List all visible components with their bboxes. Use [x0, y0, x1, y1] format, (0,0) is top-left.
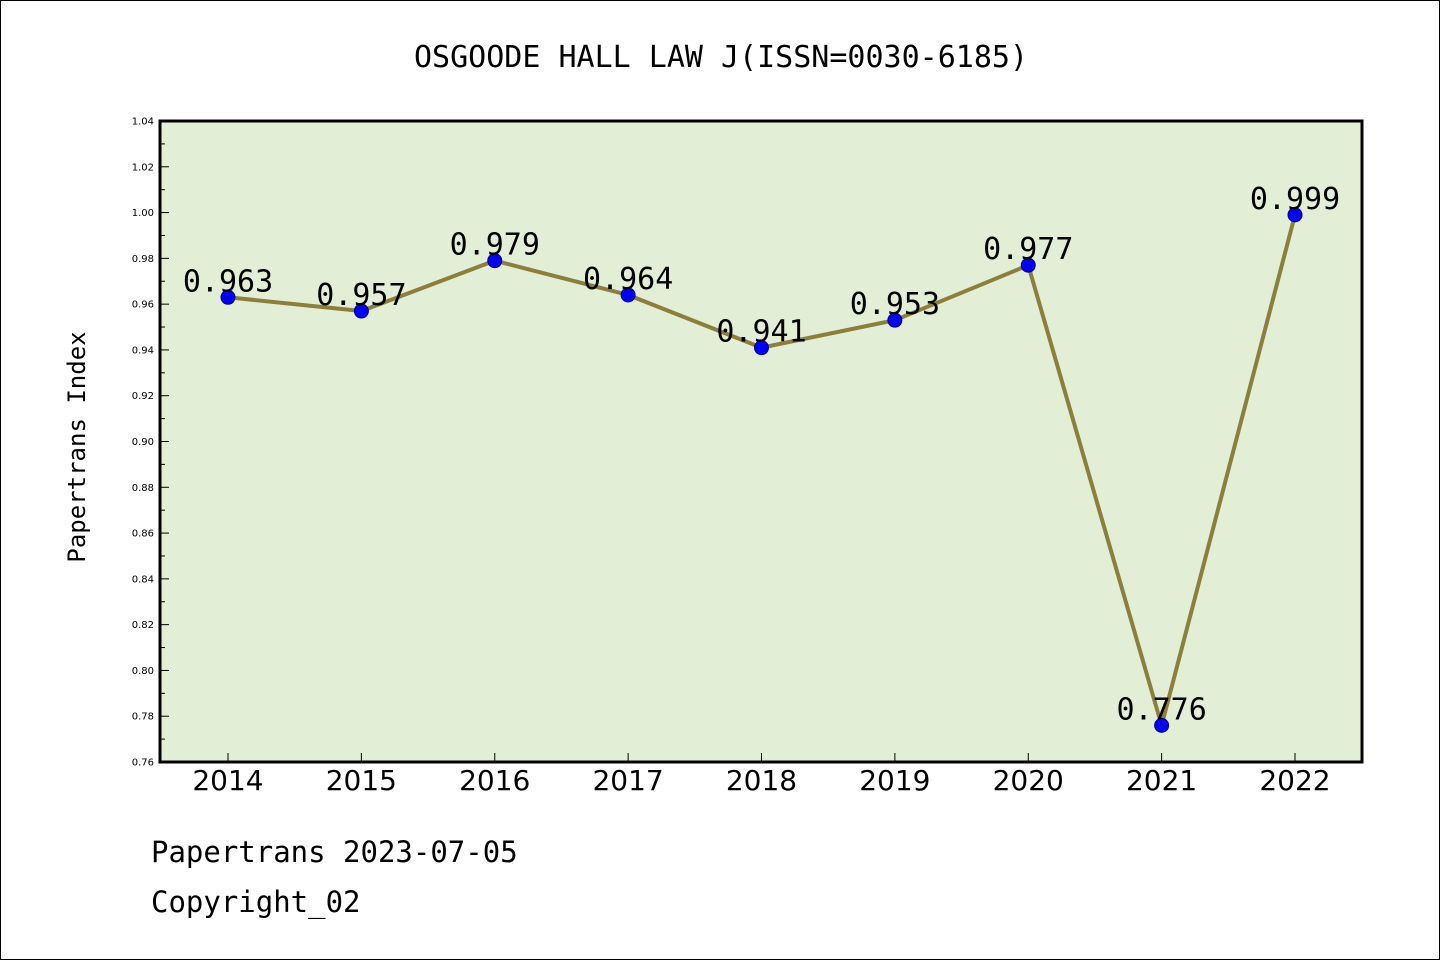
data-label: 0.776 [1116, 692, 1206, 727]
y-tick-label: 0.90 [132, 437, 154, 448]
data-label: 0.977 [983, 232, 1073, 267]
y-tick-label: 0.84 [132, 574, 154, 585]
data-point-marker [353, 303, 369, 319]
data-point-marker [1154, 717, 1170, 733]
y-axis-label: Papertrans Index [63, 331, 91, 562]
y-tick-label: 1.02 [132, 162, 154, 173]
chart-title: OSGOODE HALL LAW J(ISSN=0030-6185) [414, 40, 1028, 75]
x-tick-label: 2019 [859, 764, 930, 797]
x-tick-label: 2016 [459, 764, 530, 797]
data-label: 0.964 [583, 262, 673, 297]
markers-group [220, 207, 1303, 733]
x-tick-label: 2022 [1259, 764, 1330, 797]
y-tick-label: 0.78 [132, 712, 154, 723]
data-point-marker [620, 287, 636, 303]
data-label: 0.957 [316, 278, 406, 313]
y-tick-label: 0.96 [132, 300, 154, 311]
data-point-marker [754, 340, 769, 356]
y-tick-label: 0.80 [132, 666, 154, 677]
y-tick-label: 0.82 [132, 620, 154, 631]
data-label: 0.979 [450, 228, 540, 263]
x-tick-label: 2014 [192, 764, 263, 797]
data-label: 0.963 [183, 264, 273, 299]
data-label: 0.941 [716, 315, 806, 350]
y-tick-label: 0.86 [132, 529, 154, 540]
y-tick-label: 0.76 [132, 758, 154, 769]
data-point-marker [887, 312, 903, 328]
data-label: 0.953 [850, 287, 940, 322]
data-labels-group: 0.963 0.957 0.979 0.964 0.941 0.953 0.977 0.776… [183, 182, 1340, 728]
x-tick-label: 2018 [726, 764, 797, 797]
footer-date: Papertrans 2023-07-05 [151, 835, 518, 869]
data-point-marker [1020, 257, 1036, 273]
data-label: 0.999 [1250, 182, 1340, 217]
data-point-marker [220, 289, 236, 305]
x-tick-label: 2015 [326, 764, 397, 797]
y-tick-label: 1.04 [132, 117, 154, 128]
y-tick-label: 0.92 [132, 391, 154, 402]
y-tick-label: 1.00 [132, 208, 154, 219]
footer-copyright: Copyright_02 [151, 885, 361, 919]
y-tick-label: 0.98 [132, 254, 154, 265]
data-point-marker [1287, 207, 1303, 223]
x-tick-label: 2020 [993, 764, 1064, 797]
plot-area [158, 119, 1364, 764]
y-tick-label: 0.94 [132, 345, 154, 356]
y-tick-label: 0.88 [132, 483, 154, 494]
axis-ticks: 0.76 0.78 0.80 0.82 0.84 0.86 0.88 0.90 0.92 0.94… [132, 117, 1331, 798]
x-tick-label: 2017 [592, 764, 663, 797]
data-point-marker [487, 253, 503, 269]
x-tick-label: 2021 [1126, 764, 1197, 797]
